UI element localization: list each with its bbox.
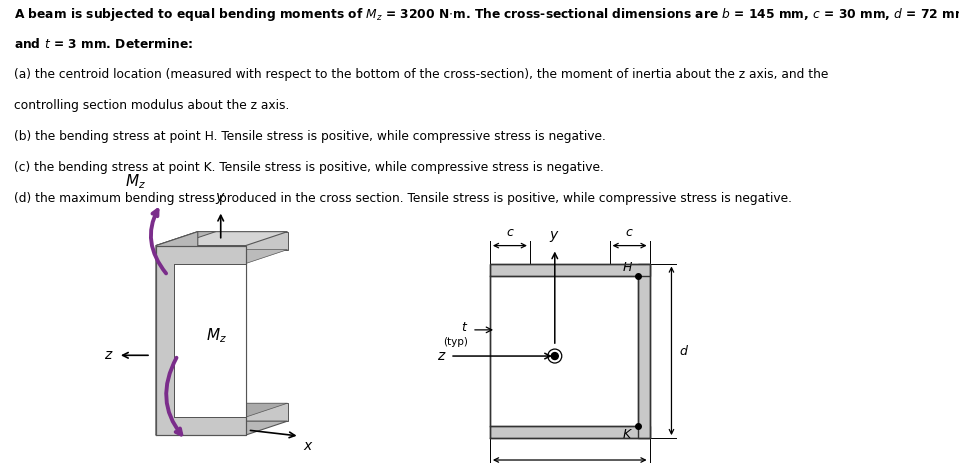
Text: (c) the bending stress at point K. Tensile stress is positive, while compressive: (c) the bending stress at point K. Tensi… (14, 161, 604, 174)
Text: A beam is subjected to equal bending moments of $\mathit{M_z}$ = 3200 N$\cdot$m.: A beam is subjected to equal bending mom… (14, 6, 959, 24)
Text: $t$: $t$ (460, 321, 468, 334)
Text: $c$: $c$ (625, 225, 634, 238)
Text: $z$: $z$ (105, 348, 114, 363)
Text: $K$: $K$ (621, 428, 633, 441)
Text: $c$: $c$ (505, 225, 514, 238)
Text: (d) the maximum bending stress produced in the cross section. Tensile stress is : (d) the maximum bending stress produced … (14, 192, 792, 205)
Polygon shape (198, 403, 288, 421)
Circle shape (551, 352, 558, 360)
Text: $y$: $y$ (550, 229, 560, 244)
Text: $M_z$: $M_z$ (126, 172, 147, 191)
Text: $z$: $z$ (436, 349, 446, 363)
Text: (b) the bending stress at point H. Tensile stress is positive, while compressive: (b) the bending stress at point H. Tensi… (14, 130, 606, 143)
Polygon shape (156, 245, 246, 435)
Text: and $\mathit{t}$ = 3 mm. Determine:: and $\mathit{t}$ = 3 mm. Determine: (14, 37, 194, 51)
Bar (490, 426, 649, 438)
Text: (a) the centroid location (measured with respect to the bottom of the cross-sect: (a) the centroid location (measured with… (14, 68, 829, 81)
Polygon shape (174, 263, 246, 417)
Text: (typ): (typ) (443, 337, 468, 347)
Bar (638, 263, 649, 438)
Polygon shape (198, 232, 288, 250)
Polygon shape (174, 250, 288, 263)
Polygon shape (156, 232, 288, 245)
Bar (490, 263, 649, 275)
Text: $H$: $H$ (621, 261, 633, 274)
Polygon shape (156, 232, 198, 435)
Text: $d$: $d$ (679, 344, 690, 358)
Polygon shape (156, 421, 216, 435)
Polygon shape (174, 403, 288, 417)
Polygon shape (156, 232, 216, 245)
Polygon shape (198, 232, 216, 421)
Polygon shape (156, 421, 288, 435)
Text: $x$: $x$ (303, 439, 315, 453)
Text: $y$: $y$ (216, 191, 226, 206)
Text: $M_z$: $M_z$ (206, 326, 226, 345)
Text: controlling section modulus about the z axis.: controlling section modulus about the z … (14, 99, 290, 112)
